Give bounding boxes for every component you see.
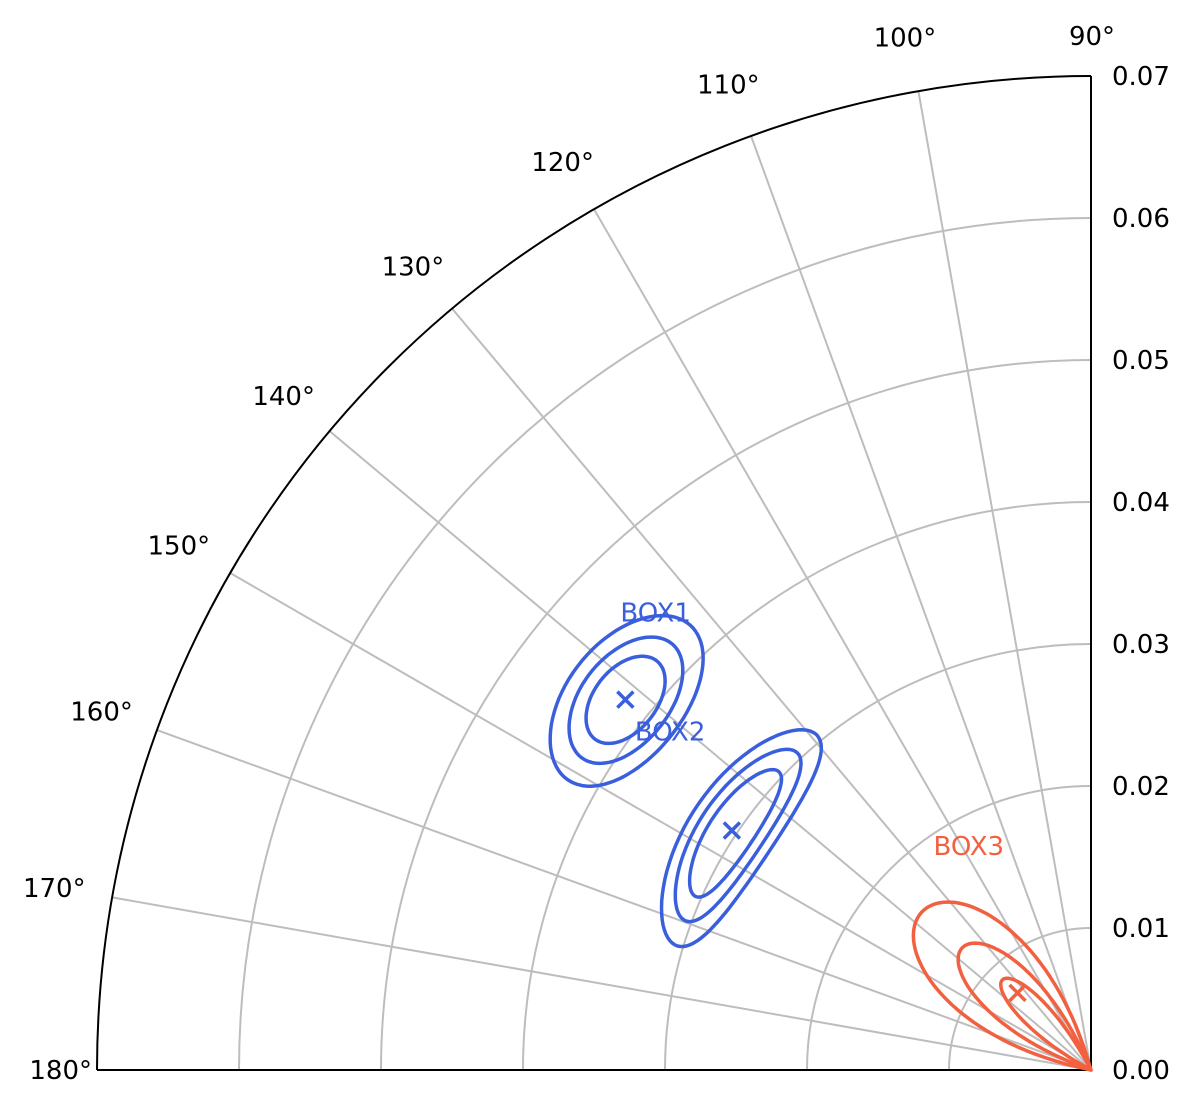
angular-tick-label: 160° bbox=[70, 697, 133, 727]
radial-gridline bbox=[238, 217, 1092, 1071]
radial-tick-label: 0.00 bbox=[1112, 1056, 1170, 1086]
contour-line bbox=[998, 976, 1093, 1072]
contour-line bbox=[548, 613, 705, 788]
contour-line bbox=[687, 767, 784, 899]
radial-gridline bbox=[806, 785, 1092, 1071]
outer-arc-spine bbox=[96, 75, 1092, 1071]
radial-gridline bbox=[522, 501, 1092, 1071]
radial-gridline bbox=[664, 643, 1092, 1071]
center-marker bbox=[616, 690, 635, 709]
series-label: BOX2 bbox=[635, 717, 706, 747]
contour-series-group: BOX1 BOX2 BOX3 bbox=[548, 599, 1093, 1072]
contour-line bbox=[911, 900, 1093, 1072]
angular-tick-label: 150° bbox=[148, 532, 211, 562]
angular-tick-label: 130° bbox=[382, 253, 445, 283]
angular-gridline bbox=[156, 729, 1092, 1071]
tick-labels-group: 0.00 0.01 0.02 0.03 0.04 0.05 0.06 0.07 90° 100° 1… bbox=[23, 22, 1170, 1086]
contour-line bbox=[673, 747, 803, 924]
contour-series-box1: BOX1 bbox=[548, 599, 705, 788]
angular-tick-label: 90° bbox=[1069, 22, 1115, 52]
angular-tick-label: 140° bbox=[252, 382, 315, 412]
polar-grid bbox=[111, 90, 1092, 1071]
angular-tick-label: 180° bbox=[29, 1056, 92, 1086]
angular-gridline bbox=[111, 896, 1092, 1071]
radial-tick-label: 0.07 bbox=[1112, 62, 1170, 92]
series-label: BOX1 bbox=[620, 599, 691, 629]
radial-tick-label: 0.01 bbox=[1112, 914, 1170, 944]
radial-tick-label: 0.04 bbox=[1112, 488, 1170, 518]
angular-tick-label: 170° bbox=[23, 874, 86, 904]
contour-series-box3: BOX3 bbox=[911, 832, 1093, 1072]
radial-gridline bbox=[380, 359, 1092, 1071]
radial-tick-label: 0.02 bbox=[1112, 772, 1170, 802]
center-marker bbox=[1008, 983, 1027, 1003]
radial-tick-label: 0.03 bbox=[1112, 630, 1170, 660]
contour-line bbox=[659, 728, 824, 949]
radial-gridline bbox=[948, 927, 1092, 1071]
series-label: BOX3 bbox=[934, 832, 1005, 862]
angular-gridline bbox=[451, 307, 1092, 1071]
center-marker bbox=[722, 821, 742, 840]
polar-frame bbox=[96, 75, 1092, 1071]
contour-line bbox=[567, 635, 685, 766]
angular-gridline bbox=[229, 572, 1092, 1071]
angular-tick-label: 120° bbox=[531, 148, 594, 178]
angular-gridline bbox=[328, 430, 1092, 1071]
angular-gridline bbox=[917, 90, 1092, 1071]
angular-gridline bbox=[750, 135, 1092, 1071]
angular-tick-label: 110° bbox=[697, 71, 760, 101]
angular-tick-label: 100° bbox=[874, 23, 937, 53]
contour-line bbox=[956, 941, 1093, 1072]
contour-line bbox=[584, 654, 667, 746]
radial-tick-label: 0.05 bbox=[1112, 346, 1170, 376]
radial-tick-label: 0.06 bbox=[1112, 204, 1170, 234]
contour-series-box2: BOX2 bbox=[635, 717, 824, 949]
